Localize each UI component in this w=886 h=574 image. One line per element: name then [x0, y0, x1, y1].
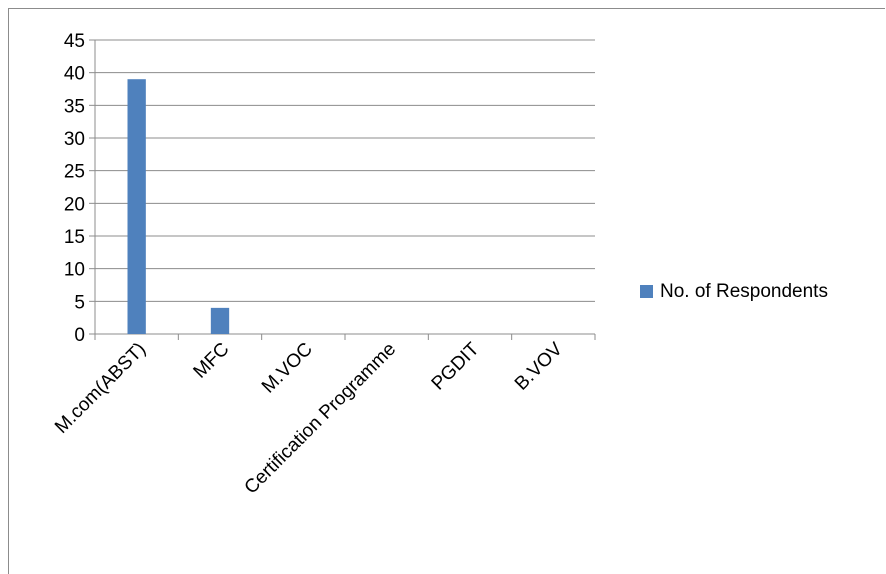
x-tick-label: MFC — [190, 339, 234, 383]
y-tick-label: 0 — [74, 325, 85, 346]
legend: No. of Respondents — [640, 281, 828, 302]
legend-label: No. of Respondents — [660, 281, 828, 302]
y-tick-label: 45 — [64, 31, 85, 52]
x-tick-label: B.VOV — [511, 338, 567, 394]
gridlines — [95, 39, 595, 302]
axes — [89, 39, 596, 340]
y-tick-labels: 0 5 10 15 20 25 30 35 40 45 — [64, 31, 85, 346]
y-tick-label: 20 — [64, 194, 85, 215]
x-tick-label: M.VOC — [258, 339, 317, 398]
x-tick-label: PGDIT — [428, 338, 484, 394]
y-tick-label: 5 — [74, 292, 85, 313]
x-tick-label: M.com(ABST) — [51, 339, 150, 438]
x-tick-label: Certification Programme — [241, 339, 401, 499]
bar — [210, 307, 230, 334]
y-tick-label: 30 — [64, 129, 85, 150]
y-tick-label: 25 — [64, 162, 85, 183]
chart-frame — [8, 8, 885, 574]
y-tick-label: 10 — [64, 260, 85, 281]
y-tick-label: 40 — [64, 64, 85, 85]
legend-swatch — [640, 285, 653, 298]
bars — [127, 79, 230, 334]
bar — [127, 79, 146, 334]
y-tick-label: 35 — [64, 96, 85, 117]
y-tick-label: 15 — [64, 227, 85, 248]
